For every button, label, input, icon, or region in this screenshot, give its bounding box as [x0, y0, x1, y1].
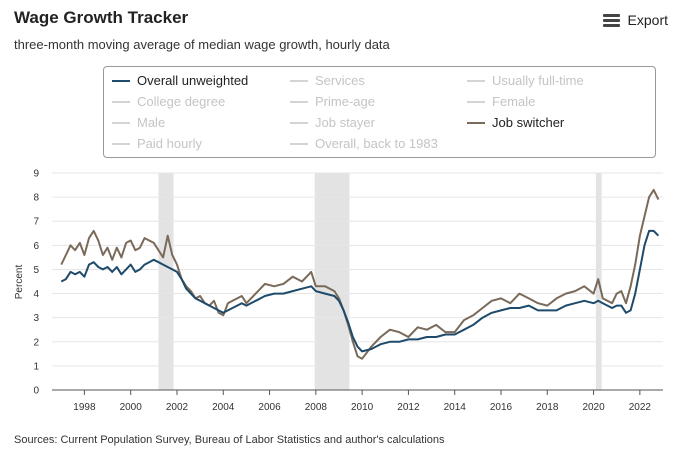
y-tick-label: 7	[33, 217, 39, 228]
legend-label: Male	[137, 115, 166, 130]
y-tick-label: 8	[33, 193, 39, 204]
series-line-job-switcher	[60, 188, 660, 360]
legend-item-college-degree[interactable]: College degree	[112, 94, 225, 109]
x-tick-label: 2000	[120, 402, 143, 413]
legend-label: Job switcher	[492, 115, 565, 130]
y-tick-label: 2	[33, 337, 39, 348]
y-tick-label: 4	[33, 289, 39, 300]
legend-label: Job stayer	[315, 115, 375, 130]
y-tick-label: 0	[33, 386, 39, 397]
legend-swatch	[112, 100, 130, 103]
series-lines	[60, 188, 660, 360]
legend-item-prime-age[interactable]: Prime-age	[290, 94, 375, 109]
x-tick-label: 1998	[73, 402, 96, 413]
legend-swatch	[290, 79, 308, 82]
legend-item-job-stayer[interactable]: Job stayer	[290, 115, 375, 130]
recession-band	[158, 173, 174, 390]
x-tick-label: 2016	[490, 402, 513, 413]
x-tick-label: 2012	[397, 402, 420, 413]
recession-bands	[158, 173, 602, 390]
x-tick-label: 2002	[166, 402, 189, 413]
y-tick-label: 9	[33, 169, 39, 180]
legend-label: Overall, back to 1983	[315, 136, 438, 151]
hamburger-menu-icon	[602, 13, 620, 27]
series-line-overall-unweighted	[60, 229, 660, 353]
legend-item-male[interactable]: Male	[112, 115, 165, 130]
page-subtitle: three-month moving average of median wag…	[14, 37, 390, 52]
x-tick-label: 2004	[212, 402, 235, 413]
legend-item-job-switcher[interactable]: Job switcher	[467, 115, 564, 130]
legend-swatch	[290, 121, 308, 124]
legend-swatch	[290, 142, 308, 145]
x-tick-label: 2010	[351, 402, 374, 413]
legend-label: Services	[315, 73, 365, 88]
legend-swatch	[112, 142, 130, 145]
page-title: Wage Growth Tracker	[14, 8, 189, 27]
legend-swatch	[290, 100, 308, 103]
legend-label: Paid hourly	[137, 136, 203, 151]
recession-band	[314, 173, 350, 390]
legend-label: Female	[492, 94, 536, 109]
legend-label: Overall unweighted	[137, 73, 249, 88]
y-tick-label: 1	[33, 361, 39, 372]
legend-item-usually-full-time[interactable]: Usually full-time	[467, 73, 584, 88]
axes: 0 1 2 3 4 5 6 7 8 9 1998 2000 2002 2004 2006 2008 2010 20…	[33, 169, 663, 413]
legend-label: Usually full-time	[492, 73, 584, 88]
x-tick-label: 2008	[305, 402, 328, 413]
gridlines	[52, 172, 663, 367]
export-button[interactable]: Export	[602, 12, 668, 28]
x-tick-label: 2020	[582, 402, 605, 413]
y-tick-label: 5	[33, 265, 39, 276]
legend-swatch	[112, 121, 130, 124]
y-tick-label: 3	[33, 313, 39, 324]
y-axis-label: Percent	[14, 265, 25, 300]
legend-item-services[interactable]: Services	[290, 73, 365, 88]
x-tick-label: 2022	[629, 402, 652, 413]
legend-swatch	[467, 121, 485, 124]
x-tick-label: 2006	[258, 402, 281, 413]
x-tick-label: 2018	[536, 402, 559, 413]
x-tick-label: 2014	[444, 402, 467, 413]
y-tick-label: 6	[33, 241, 39, 252]
legend-item-overall-unweighted[interactable]: Overall unweighted	[112, 73, 248, 88]
legend-label: Prime-age	[315, 94, 375, 109]
legend: Overall unweighted Services Usually full…	[103, 66, 656, 158]
export-label: Export	[627, 12, 668, 28]
legend-swatch	[467, 100, 485, 103]
legend-label: College degree	[137, 94, 226, 109]
legend-swatch	[112, 79, 130, 82]
legend-item-overall-back-to-1983[interactable]: Overall, back to 1983	[290, 136, 438, 151]
legend-item-paid-hourly[interactable]: Paid hourly	[112, 136, 202, 151]
source-note: Sources: Current Population Survey, Bure…	[14, 434, 445, 446]
legend-item-female[interactable]: Female	[467, 94, 535, 109]
legend-swatch	[467, 79, 485, 82]
